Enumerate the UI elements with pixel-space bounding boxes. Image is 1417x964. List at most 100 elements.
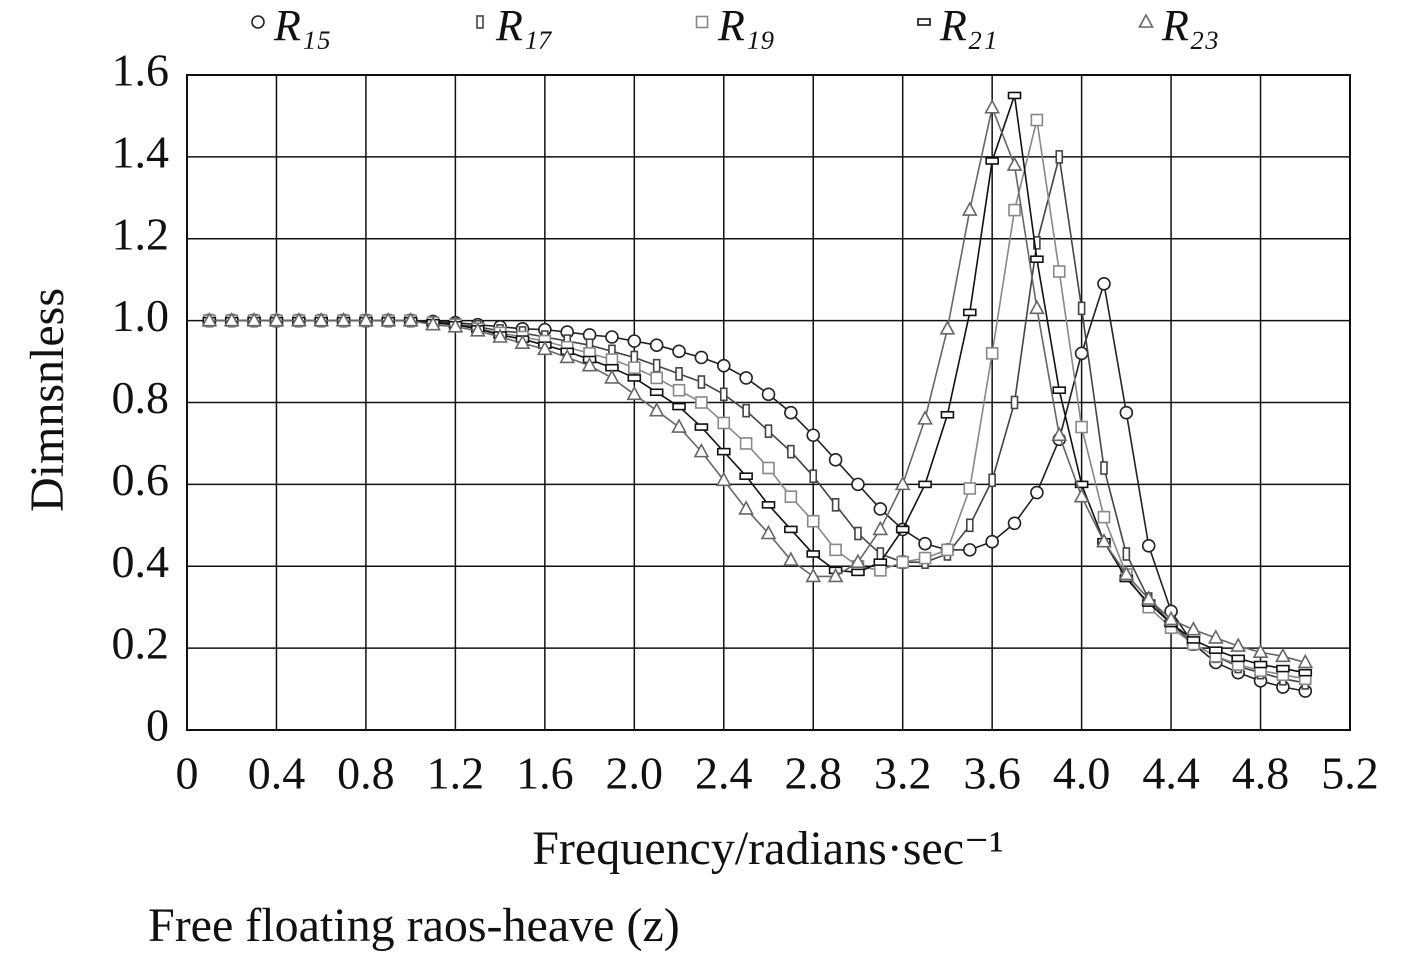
data-point bbox=[1297, 653, 1314, 669]
data-point bbox=[784, 405, 798, 420]
data-point bbox=[805, 567, 822, 583]
y-tick-label: 0.4 bbox=[112, 536, 170, 587]
data-point bbox=[962, 308, 977, 317]
data-point bbox=[1231, 654, 1245, 663]
legend-label: R₂₁ bbox=[939, 1, 997, 50]
data-point bbox=[1096, 533, 1112, 548]
data-point bbox=[894, 475, 911, 491]
data-point bbox=[697, 375, 706, 389]
x-tick-label: 1.2 bbox=[427, 748, 485, 799]
data-point bbox=[1140, 590, 1157, 605]
data-point bbox=[694, 423, 709, 431]
legend-label: R₁₅ bbox=[273, 1, 331, 50]
data-point bbox=[1030, 113, 1044, 127]
data-point bbox=[1007, 516, 1022, 531]
data-point bbox=[1075, 420, 1088, 434]
x-tick-label: 4.0 bbox=[1053, 748, 1111, 799]
data-point bbox=[604, 369, 620, 384]
data-point bbox=[559, 348, 576, 364]
data-point bbox=[963, 482, 977, 495]
data-point bbox=[873, 502, 888, 516]
data-point bbox=[1052, 265, 1066, 278]
data-point bbox=[872, 520, 889, 536]
data-point bbox=[1074, 346, 1089, 361]
data-point bbox=[1230, 637, 1247, 652]
data-point bbox=[760, 524, 777, 540]
x-tick-label: 4.4 bbox=[1142, 748, 1200, 799]
data-point bbox=[1252, 643, 1269, 659]
data-point bbox=[1122, 547, 1131, 561]
data-point bbox=[425, 316, 441, 331]
legend-label: R₁₉ bbox=[717, 1, 775, 50]
data-point bbox=[1029, 299, 1045, 315]
data-point bbox=[787, 444, 795, 459]
data-point bbox=[895, 525, 910, 534]
data-point bbox=[223, 311, 240, 327]
data-point bbox=[671, 418, 687, 433]
data-point bbox=[1186, 636, 1201, 644]
data-point bbox=[739, 437, 753, 450]
data-point bbox=[1185, 621, 1202, 636]
data-point bbox=[1008, 203, 1021, 217]
data-point bbox=[940, 410, 955, 419]
data-point bbox=[1163, 610, 1179, 626]
data-point bbox=[648, 402, 665, 417]
data-point bbox=[675, 367, 683, 381]
data-point bbox=[896, 555, 909, 569]
data-point bbox=[402, 311, 419, 327]
data-point bbox=[762, 461, 775, 475]
data-point bbox=[1118, 565, 1135, 581]
data-point bbox=[605, 330, 619, 344]
y-tick-label: 0 bbox=[146, 700, 169, 751]
data-point bbox=[1073, 487, 1090, 503]
data-point bbox=[605, 353, 619, 366]
x-tick-label: 1.6 bbox=[516, 748, 574, 799]
data-point bbox=[1119, 405, 1134, 420]
data-point bbox=[962, 543, 977, 557]
data-point bbox=[716, 447, 731, 456]
data-point bbox=[828, 453, 843, 467]
series-line bbox=[209, 104, 1306, 664]
data-point bbox=[650, 371, 663, 385]
data-point bbox=[672, 402, 686, 411]
data-point bbox=[965, 518, 974, 533]
x-tick-label: 2.0 bbox=[606, 748, 664, 799]
data-point bbox=[649, 388, 664, 397]
data-point bbox=[694, 350, 709, 365]
data-point bbox=[985, 157, 999, 165]
data-point bbox=[941, 543, 954, 557]
data-point bbox=[985, 534, 999, 549]
data-point bbox=[809, 469, 818, 483]
data-point bbox=[806, 514, 820, 528]
y-tick-label: 0.6 bbox=[112, 454, 170, 505]
data-point bbox=[380, 311, 397, 327]
x-tick-label: 3.6 bbox=[963, 748, 1021, 799]
data-point bbox=[1253, 660, 1268, 669]
data-point bbox=[652, 358, 661, 373]
data-point bbox=[1007, 91, 1022, 100]
legend-marker bbox=[695, 15, 709, 29]
data-point bbox=[1010, 395, 1019, 410]
data-point bbox=[649, 338, 664, 352]
data-point bbox=[1051, 426, 1068, 442]
series-line bbox=[209, 156, 1306, 684]
data-point bbox=[1097, 276, 1111, 291]
data-point bbox=[806, 428, 821, 443]
x-tick-label: 5.2 bbox=[1321, 748, 1379, 799]
data-point bbox=[447, 318, 464, 333]
y-tick-label: 1.0 bbox=[112, 290, 170, 341]
data-point bbox=[851, 568, 865, 577]
data-point bbox=[831, 498, 840, 512]
data-point bbox=[1055, 150, 1064, 164]
x-tick-label: 0.8 bbox=[337, 748, 395, 799]
data-point bbox=[1298, 668, 1313, 677]
x-tick-label: 3.2 bbox=[874, 748, 932, 799]
legend-marker bbox=[1138, 13, 1154, 28]
y-tick-label: 1.6 bbox=[112, 45, 170, 96]
data-point bbox=[268, 311, 285, 327]
data-point bbox=[1097, 510, 1111, 524]
y-axis-label: Dimnsnless bbox=[21, 288, 74, 512]
x-tick-label: 2.8 bbox=[784, 748, 842, 799]
data-point bbox=[693, 442, 710, 458]
